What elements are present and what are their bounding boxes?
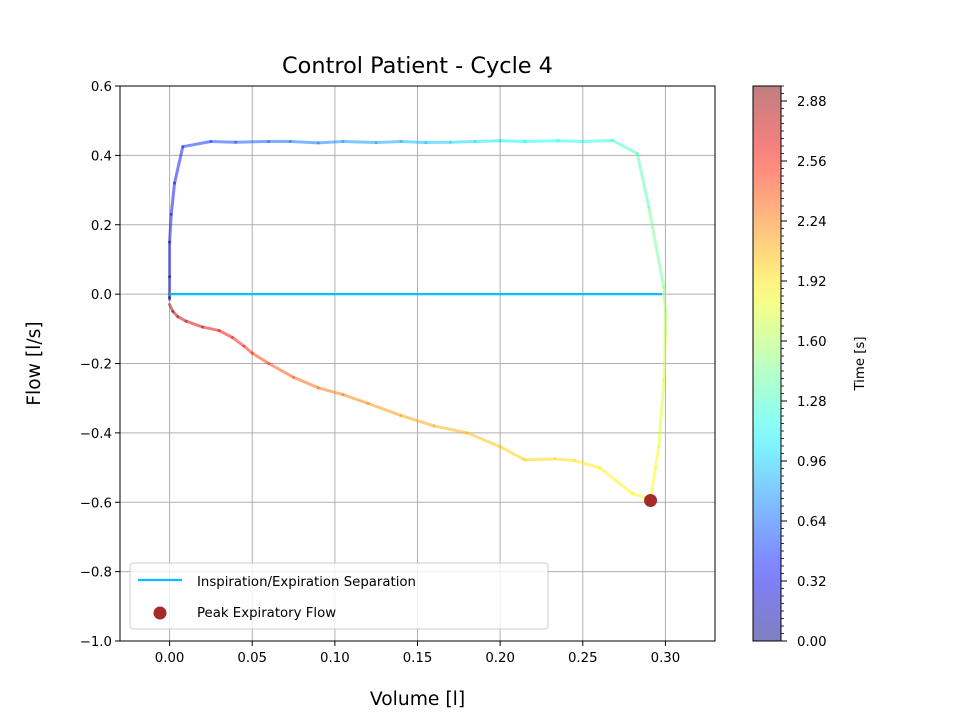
colorbar-tick-label: 2.24: [797, 215, 827, 230]
y-tick-label: −0.8: [80, 566, 112, 581]
loop-segment: [473, 139, 502, 143]
loop-segment: [168, 212, 173, 244]
x-tick-label: 0.20: [485, 651, 515, 666]
loop-segment: [217, 329, 234, 339]
x-axis: 0.00 0.05 0.10 0.15 0.20 0.25 0.30: [155, 641, 680, 666]
loop-segment: [366, 401, 403, 418]
colorbar-tick-label: 2.56: [797, 155, 827, 170]
loop-segment: [181, 140, 213, 149]
colorbar-label: Time [s]: [853, 336, 868, 391]
y-tick-label: 0.6: [91, 80, 112, 95]
colorbar-tick-label: 0.32: [797, 575, 827, 590]
x-tick-label: 0.00: [155, 651, 185, 666]
plot-area: [168, 138, 667, 508]
loop-segment: [449, 140, 477, 144]
loop-segment: [173, 145, 185, 185]
legend-box: [129, 562, 549, 630]
loop-segment: [649, 466, 657, 501]
loop-segment: [556, 139, 585, 143]
colorbar-ticks: 0.00 0.32 0.64 0.96 1.28 1.60 1.92 2.24 2.56 2.88: [781, 85, 827, 650]
loop-segment: [647, 205, 666, 289]
x-tick-label: 0.10: [320, 651, 350, 666]
x-axis-label: Volume [l]: [370, 689, 465, 710]
x-tick-label: 0.25: [568, 651, 598, 666]
loop-segment: [230, 335, 246, 348]
loop-segment: [209, 140, 238, 144]
loop-segment: [168, 303, 175, 313]
loop-segment: [316, 386, 345, 397]
colorbar-fill: [753, 86, 781, 641]
y-tick-label: −0.6: [80, 496, 112, 511]
y-tick-label: −1.0: [80, 635, 112, 650]
loop-segment: [662, 285, 667, 313]
loop-segment: [288, 140, 320, 145]
legend: Inspiration/Expiration Separation Peak E…: [129, 562, 549, 630]
loop-segment: [250, 351, 271, 365]
loop-segment: [523, 139, 560, 143]
chart-title: Control Patient - Cycle 4: [282, 53, 553, 79]
x-tick-label: 0.05: [237, 651, 267, 666]
colorbar-tick-label: 1.60: [797, 335, 827, 350]
y-tick-label: 0.2: [91, 219, 112, 234]
loop-segment: [498, 139, 527, 143]
colorbar-tick-label: 0.96: [797, 455, 827, 470]
loop-segment: [597, 466, 634, 496]
legend-dot-marker: [153, 606, 167, 620]
colorbar-tick-label: 1.28: [797, 395, 827, 410]
y-tick-label: 0.0: [91, 288, 112, 303]
loop-segment: [341, 140, 378, 145]
loop-segment: [432, 424, 469, 435]
colorbar: 0.00 0.32 0.64 0.96 1.28 1.60 1.92 2.24 2.56 2.88…: [752, 85, 868, 650]
loop-segment: [201, 325, 221, 333]
loop-segment: [234, 140, 271, 144]
loop-segment: [498, 445, 527, 462]
y-tick-label: 0.4: [91, 149, 112, 164]
legend-label-peak: Peak Expiratory Flow: [197, 606, 336, 621]
flow-volume-loop: [168, 138, 667, 501]
y-axis: 0.6 0.4 0.2 0.0 −0.2 −0.4 −0.6 −0.8 −1.0: [80, 80, 120, 650]
loop-segment: [573, 459, 601, 470]
loop-segment: [242, 344, 254, 355]
loop-segment: [267, 362, 296, 379]
x-tick-label: 0.30: [651, 651, 681, 666]
colorbar-tick-label: 0.64: [797, 515, 827, 530]
loop-segment: [316, 140, 345, 145]
loop-segment: [176, 315, 188, 323]
x-tick-label: 0.15: [403, 651, 433, 666]
loop-segment: [635, 152, 651, 209]
loop-segment: [662, 334, 667, 383]
grid: [120, 85, 715, 642]
loop-segment: [553, 457, 577, 463]
loop-segment: [399, 414, 436, 428]
loop-segment: [341, 393, 370, 405]
loop-segment: [657, 379, 666, 449]
peak-expiratory-flow-point: [644, 494, 658, 508]
loop-segment: [523, 457, 557, 462]
y-tick-label: −0.2: [80, 358, 112, 373]
loop-segment: [399, 140, 428, 145]
y-axis-label: Flow [l/s]: [24, 321, 45, 405]
colorbar-tick-label: 0.00: [797, 635, 827, 650]
loop-segment: [169, 181, 177, 216]
y-tick-label: −0.4: [80, 427, 112, 442]
loop-segment: [611, 138, 639, 156]
legend-label-separation: Inspiration/Expiration Separation: [197, 575, 416, 590]
loop-segment: [581, 138, 615, 143]
loop-segment: [292, 375, 320, 390]
loop-segment: [465, 431, 502, 449]
colorbar-tick-label: 2.88: [797, 95, 827, 110]
loop-segment: [654, 445, 661, 470]
loop-segment: [184, 319, 205, 329]
colorbar-tick-label: 1.92: [797, 275, 827, 290]
loop-segment: [374, 140, 403, 145]
